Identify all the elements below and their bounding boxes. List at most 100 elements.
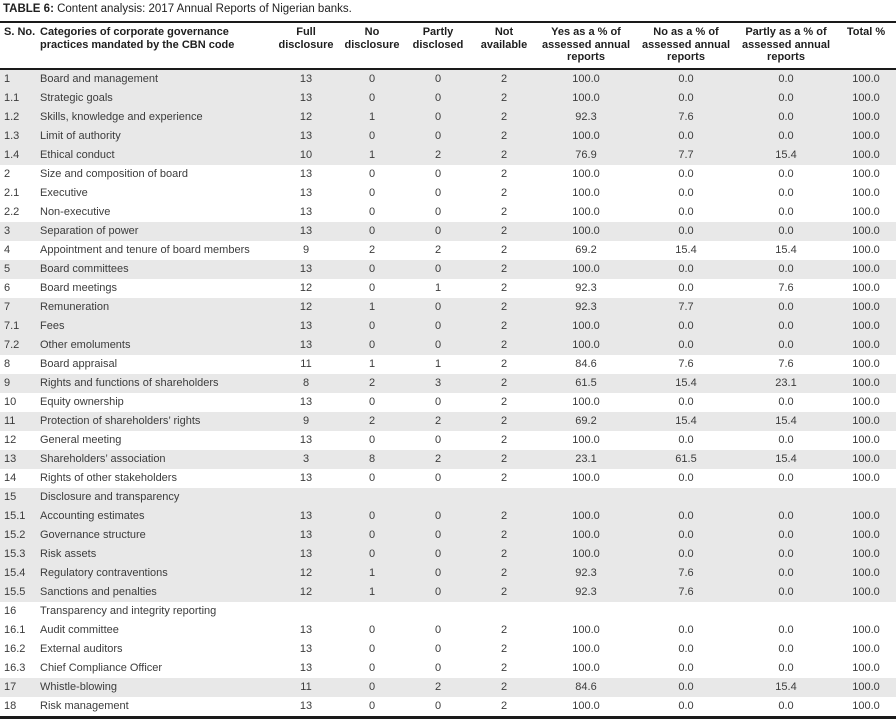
cell-not-available: 2	[500, 73, 508, 86]
cell-no-pct: 7.6	[678, 111, 694, 124]
cell-category: Chief Compliance Officer	[40, 662, 163, 675]
cell-sno: 16.3	[4, 662, 26, 675]
cell-not-available: 2	[500, 472, 508, 485]
cell-yes-pct: 92.3	[575, 586, 597, 599]
cell-yes-pct: 84.6	[575, 681, 597, 694]
cell-full-disclosure: 13	[299, 225, 313, 238]
table-row: 16 Transparency and integrity reporting	[0, 602, 896, 621]
cell-not-available: 2	[500, 168, 508, 181]
cell-partly-pct: 0.0	[778, 662, 794, 675]
cell-full-disclosure: 13	[299, 263, 313, 276]
cell-total-pct: 100.0	[852, 662, 880, 675]
cell-partly-pct: 0.0	[778, 263, 794, 276]
cell-yes-pct: 100.0	[572, 396, 600, 409]
table-row: 13 Shareholders’ association 3 8 2 2 23.1 61.5 1…	[0, 450, 896, 470]
table-row: 15.5 Sanctions and penalties 12 1 0 2 92.3 7.6 0…	[0, 583, 896, 603]
cell-sno: 1.1	[4, 92, 20, 105]
cell-not-available: 2	[500, 529, 508, 542]
cell-total-pct: 100.0	[852, 92, 880, 105]
cell-not-available: 2	[500, 643, 508, 656]
cell-not-available: 2	[500, 225, 508, 238]
cell-partly-disclosed: 2	[434, 149, 442, 162]
cell-yes-pct: 100.0	[572, 339, 600, 352]
cell-partly-pct: 7.6	[778, 282, 794, 295]
cell-total-pct: 100.0	[852, 111, 880, 124]
cell-category: Risk management	[40, 700, 129, 713]
cell-partly-disclosed: 0	[434, 320, 442, 333]
cell-sno: 11	[4, 415, 16, 428]
cell-total-pct: 100.0	[852, 548, 880, 561]
cell-no-disclosure: 0	[368, 73, 376, 86]
content-analysis-table: S. No. Categories of corporate governanc…	[0, 20, 896, 719]
cell-no-disclosure: 0	[368, 263, 376, 276]
cell-category: Governance structure	[40, 529, 146, 542]
cell-yes-pct: 69.2	[575, 415, 597, 428]
cell-category: Board committees	[40, 263, 129, 276]
cell-yes-pct: 92.3	[575, 301, 597, 314]
cell-sno: 9	[4, 377, 11, 390]
cell-partly-disclosed: 2	[434, 415, 442, 428]
cell-full-disclosure: 3	[302, 453, 310, 466]
table-row: 1.2 Skills, knowledge and experience 12 1 0 2…	[0, 108, 896, 128]
cell-sno: 6	[4, 282, 11, 295]
cell-not-available: 2	[500, 377, 508, 390]
cell-not-available: 2	[500, 681, 508, 694]
cell-sno: 12	[4, 434, 17, 447]
cell-total-pct: 100.0	[852, 282, 880, 295]
cell-full-disclosure: 13	[299, 700, 313, 713]
cell-total-pct: 100.0	[852, 510, 880, 523]
cell-yes-pct	[536, 488, 636, 507]
cell-no-disclosure: 0	[368, 643, 376, 656]
cell-no-disclosure: 1	[368, 586, 376, 599]
cell-full-disclosure: 13	[299, 643, 313, 656]
cell-full-disclosure: 12	[299, 282, 313, 295]
cell-not-available: 2	[500, 282, 508, 295]
cell-partly-pct: 0.0	[778, 225, 794, 238]
cell-not-available: 2	[500, 92, 508, 105]
cell-partly-disclosed: 0	[434, 396, 442, 409]
cell-no-pct: 0.0	[678, 320, 694, 333]
cell-full-disclosure: 13	[299, 396, 313, 409]
cell-no-pct: 0.0	[678, 472, 694, 485]
cell-total-pct: 100.0	[852, 263, 880, 276]
header-row: S. No. Categories of corporate governanc…	[0, 21, 896, 71]
cell-yes-pct: 92.3	[575, 111, 597, 124]
col-header-sno: S. No.	[0, 21, 38, 71]
cell-partly-pct: 15.4	[775, 149, 797, 162]
cell-not-available: 2	[500, 662, 508, 675]
cell-category: Appointment and tenure of board members	[40, 244, 250, 257]
cell-partly-disclosed: 0	[434, 263, 442, 276]
cell-yes-pct: 100.0	[572, 92, 600, 105]
cell-sno: 7.1	[4, 320, 20, 333]
table-row: 1.4 Ethical conduct 10 1 2 2 76.9 7.7 15.4 100.0	[0, 146, 896, 166]
cell-no-pct: 0.0	[678, 434, 694, 447]
cell-partly-disclosed: 0	[434, 529, 442, 542]
cell-category: Strategic goals	[40, 92, 113, 105]
cell-no-disclosure: 0	[368, 434, 376, 447]
cell-no-disclosure: 0	[368, 187, 376, 200]
cell-sno: 8	[4, 358, 11, 371]
cell-partly-disclosed: 1	[434, 282, 442, 295]
cell-not-available: 2	[500, 548, 508, 561]
cell-category: Separation of power	[40, 225, 139, 238]
cell-not-available: 2	[500, 206, 508, 219]
cell-yes-pct: 100.0	[572, 624, 600, 637]
cell-no-disclosure: 2	[368, 415, 376, 428]
cell-partly-disclosed: 0	[434, 643, 442, 656]
cell-full-disclosure: 12	[299, 301, 313, 314]
cell-total-pct: 100.0	[852, 225, 880, 238]
cell-total-pct: 100.0	[852, 149, 880, 162]
cell-sno: 16	[4, 605, 17, 618]
cell-full-disclosure: 13	[299, 168, 313, 181]
cell-total-pct: 100.0	[852, 529, 880, 542]
cell-not-available: 2	[500, 130, 508, 143]
cell-partly-pct: 0.0	[778, 130, 794, 143]
col-header-partly-disclosed: Partly disclosed	[404, 21, 472, 71]
table-row: 2 Size and composition of board 13 0 0 2 100.0…	[0, 165, 896, 184]
cell-yes-pct: 100.0	[572, 263, 600, 276]
cell-category: Audit committee	[40, 624, 119, 637]
cell-partly-pct: 0.0	[778, 187, 794, 200]
cell-partly-pct: 0.0	[778, 168, 794, 181]
table-row: 9 Rights and functions of shareholders 8 2 3…	[0, 374, 896, 394]
